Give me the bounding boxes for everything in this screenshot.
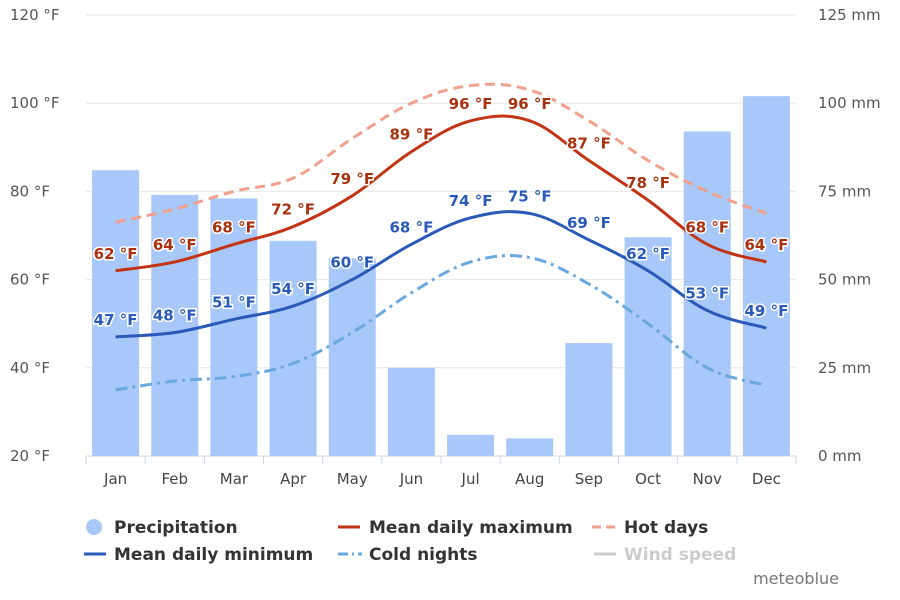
x-tick-label: Sep	[575, 470, 603, 488]
mean-daily-maximum-data-label: 64 °F	[744, 236, 788, 254]
mean-daily-minimum-data-label: 68 °F	[389, 218, 433, 236]
legend-item-wind-speed[interactable]: Wind speed	[594, 545, 736, 565]
precipitation-bar	[210, 198, 258, 456]
mean-daily-maximum-data-label: 64 °F	[153, 236, 197, 254]
x-tick-label: Jun	[399, 470, 423, 488]
mean-daily-minimum-data-label: 62 °F	[626, 245, 670, 263]
right-tick-label: 25 mm	[818, 359, 871, 377]
legend-item-mean-daily-maximum[interactable]: Mean daily maximum	[338, 518, 573, 538]
x-tick-label: Apr	[280, 470, 307, 488]
legend-item-mean-daily-minimum[interactable]: Mean daily minimum	[84, 545, 313, 565]
legend-item-cold-nights[interactable]: Cold nights	[338, 545, 478, 565]
x-axis-ticks: Jan Feb Mar Apr May Jun Jul Aug Sep Oct Nov Dec	[85, 456, 797, 488]
precipitation-bar	[506, 438, 554, 456]
credit-label[interactable]: meteoblue	[753, 569, 839, 588]
x-tick-label: Dec	[752, 470, 781, 488]
precipitation-bar	[328, 258, 376, 456]
mean-daily-minimum-data-label: 48 °F	[153, 307, 197, 325]
mean-daily-maximum-data-label: 72 °F	[271, 201, 315, 219]
precipitation-bar	[387, 367, 435, 456]
mean-daily-maximum-data-label: 62 °F	[94, 245, 138, 263]
x-tick-label: Jan	[103, 470, 127, 488]
left-tick-label: 100 °F	[10, 94, 60, 112]
legend-label-precipitation: Precipitation	[114, 518, 238, 538]
left-axis-ticks: 20 °F 40 °F 60 °F 80 °F 100 °F 120 °F	[10, 6, 60, 465]
precipitation-legend-symbol	[86, 519, 102, 535]
mean-daily-minimum-line	[115, 210, 767, 339]
precipitation-bars	[92, 96, 790, 457]
x-tick-label: Nov	[693, 470, 722, 488]
legend-label-mean-daily-maximum: Mean daily maximum	[369, 518, 573, 538]
mean-daily-maximum-data-label: 79 °F	[330, 170, 374, 188]
precipitation-bar	[447, 434, 495, 456]
mean-daily-minimum-data-label: 74 °F	[449, 192, 493, 210]
left-tick-label: 60 °F	[10, 271, 50, 289]
precipitation-bar	[151, 194, 199, 457]
legend-item-precipitation[interactable]: Precipitation	[86, 518, 238, 538]
legend-label-mean-daily-minimum: Mean daily minimum	[114, 545, 313, 565]
left-tick-label: 120 °F	[10, 6, 60, 24]
precipitation-bar	[269, 240, 317, 456]
mean-daily-minimum-data-label: 69 °F	[567, 214, 611, 232]
mean-daily-minimum-data-label: 51 °F	[212, 293, 256, 311]
x-tick-label: May	[337, 470, 368, 488]
mean-daily-maximum-data-label: 89 °F	[389, 126, 433, 144]
mean-daily-maximum-data-label: 87 °F	[567, 135, 611, 153]
mean-daily-maximum-data-label: 96 °F	[508, 95, 552, 113]
left-tick-label: 20 °F	[10, 447, 50, 465]
mean-daily-maximum-line	[115, 114, 767, 273]
hot-days-line	[115, 82, 767, 224]
mean-daily-minimum-data-label: 60 °F	[330, 254, 374, 272]
left-tick-label: 40 °F	[10, 359, 50, 377]
right-tick-label: 75 mm	[818, 182, 871, 200]
data-labels: 62 °F 64 °F 68 °F 72 °F 79 °F 89 °F 96 °F 96 °F…	[92, 93, 790, 330]
x-tick-label: Mar	[220, 470, 249, 488]
mean-daily-minimum-data-label: 54 °F	[271, 280, 315, 298]
mean-daily-minimum-data-label: 47 °F	[94, 311, 138, 329]
legend-label-wind-speed: Wind speed	[624, 545, 736, 565]
legend-label-cold-nights: Cold nights	[369, 545, 478, 565]
right-tick-label: 100 mm	[818, 94, 881, 112]
precipitation-bar	[565, 343, 613, 456]
legend: Precipitation Mean daily maximum Hot day…	[84, 518, 736, 565]
mean-daily-maximum-data-label: 68 °F	[685, 218, 729, 236]
x-tick-label: Aug	[515, 470, 544, 488]
mean-daily-maximum-data-label: 78 °F	[626, 174, 670, 192]
temperature-lines	[115, 82, 767, 392]
right-tick-label: 50 mm	[818, 271, 871, 289]
mean-daily-maximum-data-label: 96 °F	[449, 95, 493, 113]
right-tick-label: 0 mm	[818, 447, 862, 465]
precipitation-bar	[624, 237, 672, 456]
legend-label-hot-days: Hot days	[624, 518, 708, 538]
precipitation-bar	[742, 96, 790, 457]
x-tick-label: Jul	[461, 470, 480, 488]
right-axis-ticks: 0 mm 25 mm 50 mm 75 mm 100 mm 125 mm	[818, 6, 881, 465]
x-tick-label: Feb	[161, 470, 188, 488]
x-tick-label: Oct	[635, 470, 661, 488]
mean-daily-maximum-data-label: 68 °F	[212, 218, 256, 236]
mean-daily-minimum-data-label: 49 °F	[744, 302, 788, 320]
mean-daily-minimum-data-label: 53 °F	[685, 284, 729, 302]
legend-item-hot-days[interactable]: Hot days	[592, 518, 708, 538]
left-tick-label: 80 °F	[10, 182, 50, 200]
right-tick-label: 125 mm	[818, 6, 881, 24]
cold-nights-line	[115, 254, 767, 392]
mean-daily-minimum-data-label: 75 °F	[508, 187, 552, 205]
